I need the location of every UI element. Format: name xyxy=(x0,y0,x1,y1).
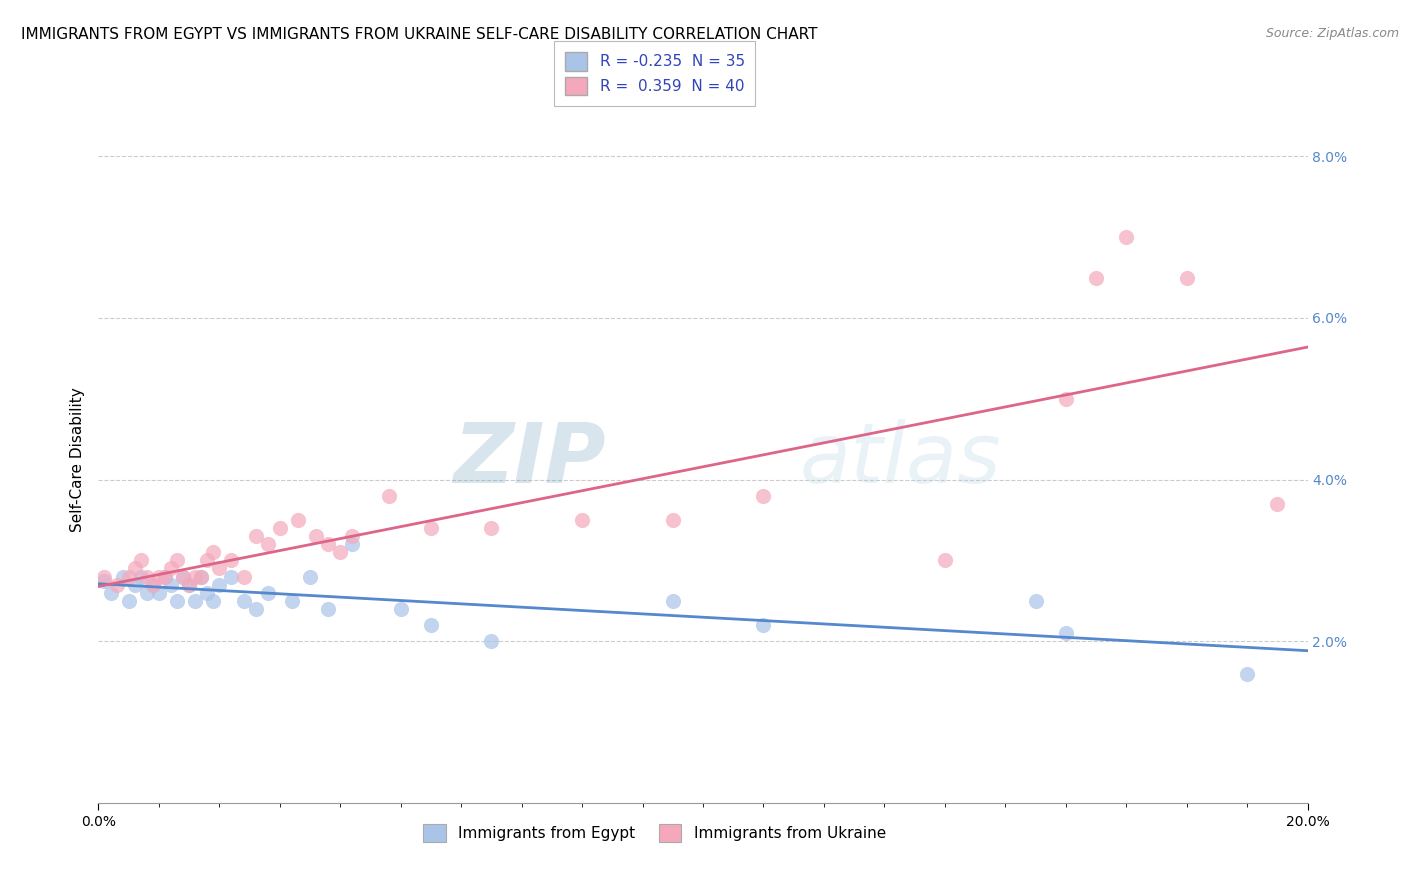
Point xyxy=(1236,666,1258,681)
Point xyxy=(256,537,278,551)
Point xyxy=(129,569,152,583)
Point xyxy=(208,561,231,575)
Point xyxy=(135,585,157,599)
Point xyxy=(232,594,254,608)
Point xyxy=(1267,497,1289,511)
Point xyxy=(135,569,157,583)
Point xyxy=(571,513,593,527)
Point xyxy=(195,553,218,567)
Point xyxy=(342,529,364,543)
Y-axis label: Self-Care Disability: Self-Care Disability xyxy=(69,387,84,532)
Point xyxy=(195,585,218,599)
Point xyxy=(661,513,683,527)
Point xyxy=(1175,270,1198,285)
Point xyxy=(221,553,243,567)
Point xyxy=(160,561,183,575)
Point xyxy=(287,513,309,527)
Point xyxy=(420,521,443,535)
Point xyxy=(934,553,956,567)
Point xyxy=(281,594,304,608)
Point xyxy=(221,569,243,583)
Point xyxy=(305,529,328,543)
Point xyxy=(752,489,775,503)
Point xyxy=(124,577,146,591)
Point xyxy=(148,569,170,583)
Text: ZIP: ZIP xyxy=(454,419,606,500)
Point xyxy=(245,529,267,543)
Point xyxy=(1024,594,1046,608)
Point xyxy=(316,602,339,616)
Point xyxy=(316,537,339,551)
Point xyxy=(129,553,152,567)
Point xyxy=(1115,230,1137,244)
Text: Source: ZipAtlas.com: Source: ZipAtlas.com xyxy=(1265,27,1399,40)
Point xyxy=(1054,392,1077,406)
Point xyxy=(184,569,207,583)
Point xyxy=(481,521,503,535)
Point xyxy=(184,594,207,608)
Point xyxy=(160,577,183,591)
Point xyxy=(202,594,225,608)
Point xyxy=(299,569,322,583)
Point xyxy=(124,561,146,575)
Point xyxy=(179,577,201,591)
Point xyxy=(342,537,364,551)
Point xyxy=(208,577,231,591)
Point xyxy=(1085,270,1108,285)
Point xyxy=(752,618,775,632)
Point xyxy=(148,585,170,599)
Point xyxy=(1054,626,1077,640)
Point xyxy=(481,634,503,648)
Point xyxy=(118,594,141,608)
Point xyxy=(153,569,176,583)
Point xyxy=(179,577,201,591)
Point xyxy=(93,574,115,588)
Point xyxy=(329,545,352,559)
Point xyxy=(111,569,134,583)
Point xyxy=(166,594,188,608)
Point xyxy=(269,521,291,535)
Point xyxy=(377,489,399,503)
Point xyxy=(118,569,141,583)
Point xyxy=(100,585,122,599)
Point xyxy=(153,569,176,583)
Point xyxy=(93,569,115,583)
Point xyxy=(142,577,165,591)
Point xyxy=(202,545,225,559)
Point xyxy=(420,618,443,632)
Point xyxy=(142,577,165,591)
Point xyxy=(105,577,128,591)
Point xyxy=(232,569,254,583)
Text: IMMIGRANTS FROM EGYPT VS IMMIGRANTS FROM UKRAINE SELF-CARE DISABILITY CORRELATIO: IMMIGRANTS FROM EGYPT VS IMMIGRANTS FROM… xyxy=(21,27,818,42)
Point xyxy=(256,585,278,599)
Text: atlas: atlas xyxy=(800,419,1001,500)
Point xyxy=(166,553,188,567)
Point xyxy=(661,594,683,608)
Legend: R = -0.235  N = 35, R =  0.359  N = 40: R = -0.235 N = 35, R = 0.359 N = 40 xyxy=(554,41,755,106)
Point xyxy=(245,602,267,616)
Point xyxy=(389,602,412,616)
Point xyxy=(172,569,194,583)
Point xyxy=(172,569,194,583)
Point xyxy=(190,569,212,583)
Point xyxy=(190,569,212,583)
